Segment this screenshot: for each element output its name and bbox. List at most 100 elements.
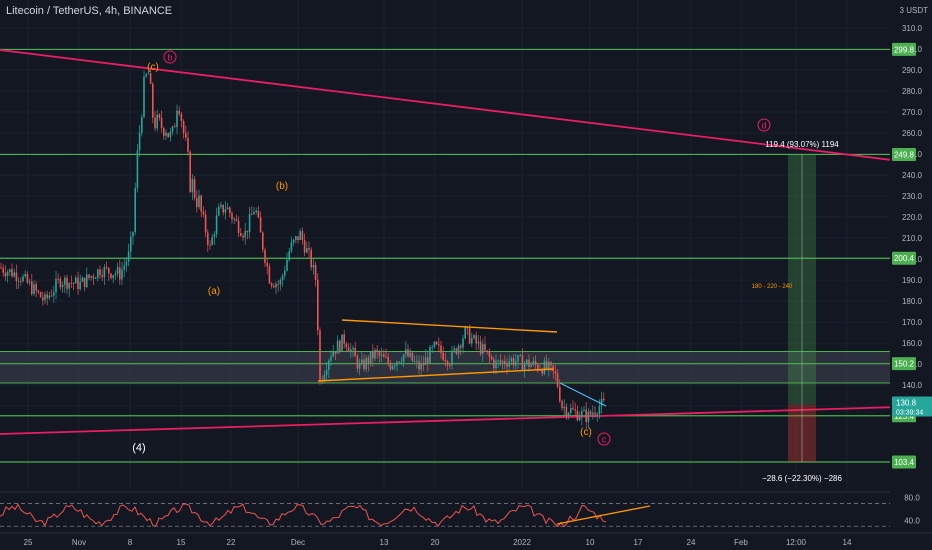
candle-body <box>484 344 486 351</box>
candle-body <box>209 244 211 246</box>
candle-body <box>413 360 416 362</box>
triangle-lower-line <box>317 368 554 382</box>
wave-circle <box>597 432 611 446</box>
candle-body <box>578 417 581 421</box>
candle-body <box>134 188 136 232</box>
candle-body <box>143 76 145 118</box>
level-badge <box>892 42 916 56</box>
candle-body <box>211 237 213 245</box>
candle-body <box>97 269 99 279</box>
candle-body <box>361 359 363 364</box>
time-tick: 24 <box>687 538 696 547</box>
candle-body <box>409 352 411 357</box>
wave-label-orange: (c) <box>147 62 159 73</box>
candle-body <box>178 110 180 114</box>
candle-body <box>288 251 290 260</box>
candle-body <box>559 386 561 402</box>
price-axis[interactable]: 3 USDT130.0140.0150.0160.0170.0180.0190.… <box>890 0 932 550</box>
candle-body <box>105 266 108 268</box>
wave-label-circled: c <box>602 435 607 445</box>
candle-body <box>471 338 473 344</box>
candle-body <box>220 204 222 207</box>
price-tick: 190.0 <box>902 276 923 285</box>
candle-body <box>147 73 150 75</box>
candle-body <box>572 408 574 410</box>
candle-body <box>130 236 132 252</box>
candle-body <box>233 218 235 220</box>
measure-down-label: −28.6 (−22.30%) −286 <box>762 474 842 483</box>
candle-body <box>565 406 568 416</box>
time-tick: 20 <box>431 538 440 547</box>
candle-body <box>165 132 167 136</box>
candle-body <box>255 210 257 213</box>
candle-body <box>493 359 495 369</box>
price-range-measure[interactable]: 119.4 (93.07%) 1194 −28.6 (−22.30%) −286 1… <box>752 140 843 483</box>
wave-label-circled: d <box>761 121 766 131</box>
candle-body <box>202 211 205 215</box>
candle-body <box>319 330 321 380</box>
trendlines[interactable] <box>0 49 932 435</box>
candle-body <box>455 348 458 354</box>
candle-body <box>541 370 543 374</box>
rsi-trendline <box>556 505 651 525</box>
time-tick: Dec <box>291 538 305 547</box>
candle-body <box>297 236 299 240</box>
horizontal-levels[interactable] <box>0 48 890 463</box>
rsi-tick: 40.0 <box>904 517 920 526</box>
candle-body <box>424 357 427 366</box>
candle-body <box>600 398 603 407</box>
candle-body <box>55 278 57 293</box>
candle-body <box>594 412 596 415</box>
candle-body <box>108 267 110 274</box>
candle-body <box>398 361 400 363</box>
candle-body <box>116 267 119 274</box>
triangle-pattern[interactable] <box>317 319 607 407</box>
currency-label: 3 USDT <box>900 6 929 15</box>
time-axis[interactable]: 25 Nov 8 15 22 Dec 13 20 2022 10 17 24 Feb 12:00 14 <box>0 532 932 550</box>
candle-body <box>200 195 202 212</box>
candle-body <box>44 294 46 301</box>
candle-body <box>585 409 587 422</box>
candle-body <box>473 335 475 339</box>
candle-body <box>446 361 449 366</box>
candle-body <box>550 361 552 366</box>
candle-body <box>356 356 359 369</box>
price-tick: 310.0 <box>902 24 923 33</box>
candle-body <box>138 132 141 151</box>
candle-body <box>517 355 519 362</box>
candle-body <box>407 349 409 357</box>
rsi-panel <box>0 491 932 528</box>
candle-body <box>145 74 147 77</box>
candle-body <box>275 283 277 288</box>
candle-body <box>385 357 387 358</box>
candle-body <box>442 352 444 361</box>
candle-body <box>530 364 532 367</box>
candle-body <box>367 357 370 364</box>
candle-body <box>262 232 264 250</box>
candle-body <box>251 214 253 215</box>
last-price-badge <box>892 396 932 417</box>
price-tick: 160.0 <box>902 339 923 348</box>
consolidation-zone <box>0 351 890 384</box>
candle-body <box>468 327 471 344</box>
level-badge <box>892 147 916 161</box>
candle-body <box>462 338 464 348</box>
level-badge-label: 103.4 <box>894 458 915 467</box>
candle-body <box>561 401 563 409</box>
time-tick: 13 <box>380 538 389 547</box>
bar-countdown: 03:39:34 <box>896 409 923 416</box>
candle-body <box>37 290 40 293</box>
candle-body <box>444 360 447 362</box>
candle-body <box>552 365 554 372</box>
candle-body <box>512 358 515 366</box>
candle-body <box>248 214 251 233</box>
candle-body <box>310 249 312 268</box>
candle-body <box>596 414 598 415</box>
candle-body <box>231 213 233 220</box>
candle-body <box>79 281 81 289</box>
candle-body <box>479 341 482 354</box>
candle-body <box>460 345 462 348</box>
candle-body <box>257 210 260 218</box>
candle-body <box>537 364 539 370</box>
